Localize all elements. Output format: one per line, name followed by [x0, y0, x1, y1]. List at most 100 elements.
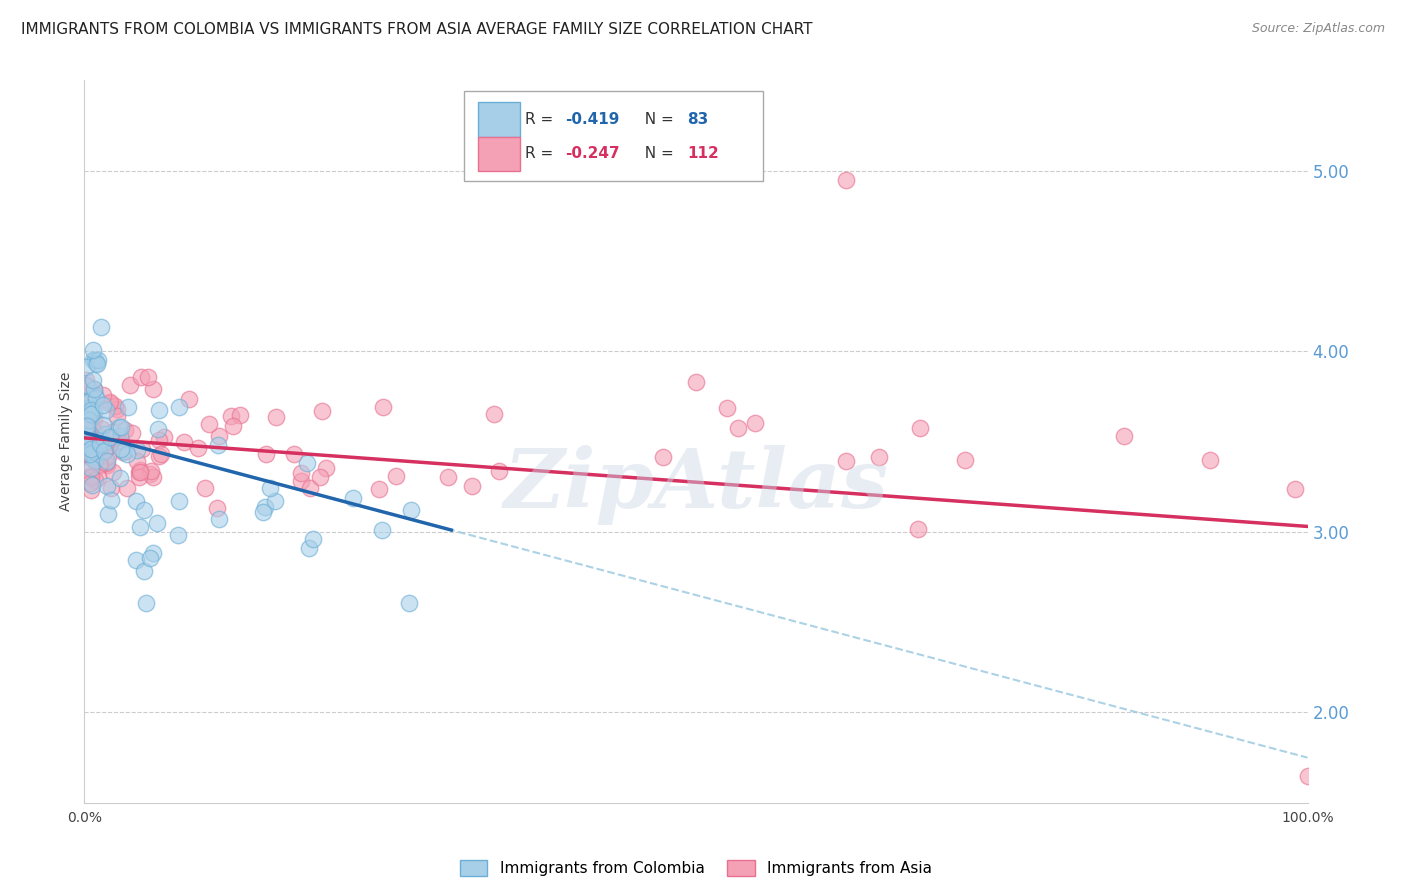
Point [148, 449, 170, 463]
Point [169, 494, 191, 508]
Text: 83: 83 [688, 112, 709, 127]
Point [98, 396, 121, 410]
Point [79, 443, 101, 458]
Point [82, 452, 104, 467]
Point [139, 464, 162, 478]
Point [75, 407, 97, 421]
Point [146, 422, 169, 436]
Point [86, 357, 108, 371]
Point [94, 402, 117, 417]
Text: Source: ZipAtlas.com: Source: ZipAtlas.com [1251, 22, 1385, 36]
Point [173, 434, 195, 449]
Point [101, 465, 124, 479]
Point [118, 377, 141, 392]
Text: R =: R = [524, 112, 558, 127]
Point [103, 399, 125, 413]
Point [108, 429, 131, 443]
Point [129, 369, 152, 384]
Point [128, 465, 150, 479]
Point [77, 413, 100, 427]
Point [80, 442, 103, 456]
Point [86, 432, 108, 446]
Point [179, 392, 201, 406]
Point [110, 419, 132, 434]
Point [83, 382, 105, 396]
Point [80, 428, 103, 442]
Text: R =: R = [524, 146, 558, 161]
Point [91, 418, 114, 433]
Point [80, 407, 103, 421]
Point [488, 464, 510, 478]
Point [75, 419, 97, 434]
Point [263, 494, 285, 508]
Point [295, 456, 318, 470]
Point [125, 443, 148, 458]
Point [252, 505, 274, 519]
Point [76, 435, 98, 450]
Point [97, 508, 120, 522]
Point [108, 471, 131, 485]
Point [82, 400, 104, 414]
Point [129, 519, 152, 533]
Point [108, 420, 131, 434]
Point [835, 454, 858, 468]
Point [148, 403, 170, 417]
Point [89, 436, 111, 450]
Point [127, 454, 149, 468]
Point [437, 470, 460, 484]
Point [77, 380, 100, 394]
Point [368, 482, 391, 496]
Point [90, 422, 112, 436]
Point [77, 429, 100, 443]
Point [908, 421, 931, 435]
Point [83, 443, 105, 458]
Point [83, 425, 105, 440]
Point [105, 409, 128, 423]
Point [79, 470, 101, 484]
Point [75, 378, 97, 392]
Point [283, 447, 305, 461]
Point [83, 388, 105, 402]
Point [83, 404, 105, 418]
Point [96, 456, 118, 470]
Point [135, 597, 157, 611]
Point [221, 409, 243, 424]
Text: ZipAtlas: ZipAtlas [503, 445, 889, 524]
Point [94, 435, 117, 450]
Point [98, 439, 121, 453]
Point [97, 449, 120, 463]
Point [82, 352, 104, 367]
Point [205, 500, 228, 515]
Point [1114, 429, 1136, 443]
Point [83, 473, 105, 487]
Point [84, 391, 107, 405]
Point [142, 382, 165, 396]
Point [96, 453, 118, 467]
Point [96, 458, 118, 472]
Point [309, 470, 332, 484]
Text: N =: N = [636, 112, 679, 127]
Point [75, 423, 97, 437]
Point [75, 373, 97, 387]
Point [194, 481, 217, 495]
Point [110, 442, 132, 456]
Point [80, 403, 103, 417]
Point [80, 391, 103, 405]
Point [146, 516, 169, 530]
FancyBboxPatch shape [464, 91, 763, 181]
Point [75, 384, 97, 398]
Point [79, 447, 101, 461]
Point [125, 494, 148, 508]
Point [1198, 453, 1220, 467]
Point [82, 424, 104, 438]
Point [148, 433, 170, 447]
Point [149, 447, 172, 461]
Point [222, 419, 245, 434]
Point [152, 429, 174, 443]
Point [91, 398, 114, 412]
Point [142, 470, 165, 484]
Point [254, 447, 277, 461]
Point [142, 546, 165, 560]
Point [1296, 769, 1319, 783]
Point [167, 401, 190, 415]
